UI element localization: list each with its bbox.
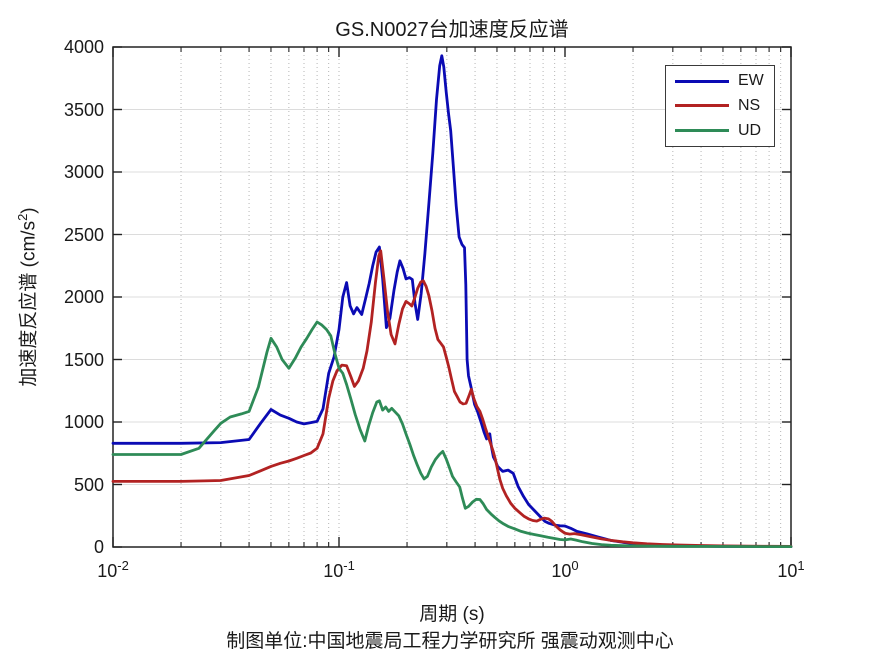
legend-label-ew: EW	[738, 72, 764, 90]
legend-box: EW NS UD	[665, 65, 775, 147]
x-tick-exponent: -1	[343, 558, 355, 573]
legend-item-ns: NS	[666, 96, 774, 114]
y-tick-label: 4000	[63, 37, 104, 57]
x-tick-base: 10	[551, 561, 572, 581]
legend-label-ns: NS	[738, 96, 761, 114]
series-ew-line	[111, 54, 793, 548]
x-axis-label: 周期 (s)	[419, 604, 485, 625]
chart-title: GS.N0027台加速度反应谱	[335, 19, 569, 41]
x-tick-base: 10	[777, 561, 798, 581]
y-tick-label: 0	[93, 537, 104, 557]
x-tick-base: 10	[97, 561, 118, 581]
x-tick-exponent: -2	[117, 558, 129, 573]
y-tick-label: 3000	[63, 162, 104, 182]
y-tick-label: 2500	[63, 224, 104, 245]
series-ns-line	[111, 249, 793, 548]
legend-line-swatch-ew	[675, 79, 729, 83]
legend-label-ud: UD	[738, 121, 762, 139]
caption: 制图单位:中国地震局工程力学研究所 强震动观测中心	[226, 631, 674, 652]
legend-item-ew: EW	[666, 73, 774, 89]
x-tick-exponent: 0	[571, 558, 579, 573]
x-tick-label: 101	[756, 557, 826, 580]
legend-line-swatch-ns	[675, 104, 729, 108]
x-tick-label: 10-1	[304, 557, 374, 580]
y-axis-label-superscript: 2	[15, 213, 31, 221]
legend-line-swatch-ud	[675, 129, 729, 133]
y-tick-label: 2000	[63, 287, 104, 307]
y-tick-label: 500	[73, 474, 104, 495]
y-tick-label: 1500	[63, 349, 104, 370]
x-tick-label: 10-2	[78, 557, 148, 580]
y-tick-label: 1000	[63, 412, 104, 432]
x-tick-exponent: 1	[797, 558, 805, 573]
legend-item-ud: UD	[666, 121, 774, 139]
x-tick-base: 10	[323, 561, 344, 581]
y-tick-label: 3500	[63, 99, 104, 120]
y-axis-label-suffix: )	[18, 207, 40, 214]
x-tick-label: 100	[530, 557, 600, 580]
series-ud-line	[111, 320, 793, 548]
